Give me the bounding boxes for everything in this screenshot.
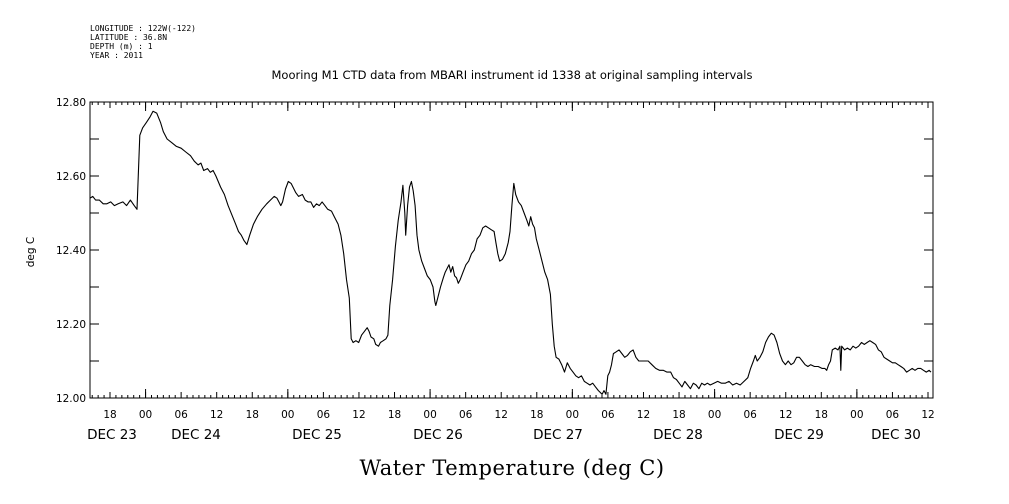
x-tick-label: 18 [103,409,116,421]
meta-line: LATITUDE : 36.8N [90,33,167,42]
x-tick-label: 18 [530,409,543,421]
meta-line: YEAR : 2011 [90,51,143,60]
x-axis: 18 00 06 12 18 00 06 12 18 00 06 12 18 00 06 12 18 00 06 12… [87,102,935,443]
x-tick-label: 00 [708,409,721,421]
metadata-block: LONGITUDE : 122W(-122) LATITUDE : 36.8N … [90,24,196,60]
y-tick-label: 12.40 [56,245,86,257]
meta-line: LONGITUDE : 122W(-122) [90,24,196,33]
x-day-label: DEC 28 [653,427,703,443]
plot-frame [89,101,934,399]
x-day-label: DEC 25 [292,427,342,443]
x-tick-label: 06 [317,409,331,421]
x-tick-label: 18 [815,409,828,421]
meta-line: DEPTH (m) : 1 [90,42,153,51]
y-tick-label: 12.00 [56,393,86,405]
x-tick-label: 00 [850,409,863,421]
x-day-label: DEC 29 [774,427,824,443]
x-day-label: DEC 30 [871,427,921,443]
x-tick-label: 12 [921,409,934,421]
y-tick-label: 12.20 [56,319,86,331]
x-tick-label: 00 [281,409,294,421]
x-day-label: DEC 26 [413,427,463,443]
x-tick-label: 12 [779,409,792,421]
series-layer [89,110,932,395]
x-tick-label: 18 [672,409,685,421]
x-tick-label: 00 [139,409,152,421]
x-tick-label: 00 [423,409,436,421]
y-axis-label: deg C [25,237,37,267]
x-tick-label: 18 [388,409,401,421]
x-tick-label: 06 [601,409,615,421]
x-axis-label: Water Temperature (deg C) [359,456,664,480]
series-line-water-temperature [89,110,932,395]
x-day-label: DEC 27 [533,427,583,443]
y-tick-label: 12.60 [56,171,86,183]
x-tick-label: 18 [246,409,259,421]
x-day-label: DEC 24 [171,427,221,443]
x-day-label: DEC 23 [87,427,137,443]
x-tick-label: 00 [566,409,579,421]
chart-title: Mooring M1 CTD data from MBARI instrumen… [272,68,753,82]
x-tick-label: 12 [495,409,508,421]
x-tick-label: 06 [886,409,900,421]
x-tick-label: 12 [210,409,223,421]
x-tick-label: 06 [459,409,473,421]
y-axis: 12.00 12.20 12.40 12.60 12.80 [56,97,933,405]
x-tick-label: 06 [743,409,757,421]
x-tick-label: 06 [174,409,188,421]
x-tick-label: 12 [637,409,650,421]
x-tick-label: 12 [352,409,365,421]
y-tick-label: 12.80 [56,97,86,109]
